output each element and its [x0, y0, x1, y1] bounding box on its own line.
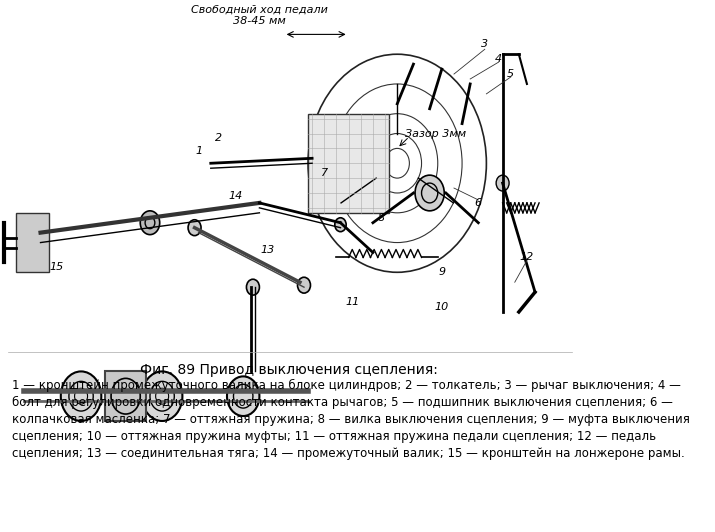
- Text: 6: 6: [475, 198, 482, 208]
- Text: 10: 10: [435, 302, 449, 312]
- Text: 5: 5: [507, 69, 514, 79]
- Circle shape: [496, 175, 509, 191]
- Text: 12: 12: [520, 252, 534, 262]
- Text: 9: 9: [438, 267, 445, 277]
- Text: 3: 3: [481, 39, 488, 49]
- Text: Свободный ход педали
38-45 мм: Свободный ход педали 38-45 мм: [191, 5, 328, 27]
- FancyBboxPatch shape: [105, 371, 146, 421]
- Text: сцепления; 10 — оттяжная пружина муфты; 11 — оттяжная пружина педали сцепления; : сцепления; 10 — оттяжная пружина муфты; …: [12, 430, 656, 443]
- FancyBboxPatch shape: [0, 5, 580, 532]
- Text: 1 — кронштейн промежуточного валика на блоке цилиндров; 2 — толкатель; 3 — рычаг: 1 — кронштейн промежуточного валика на б…: [12, 379, 681, 393]
- Circle shape: [140, 211, 159, 235]
- Text: 13: 13: [260, 245, 275, 255]
- Text: сцепления; 13 — соединительная тяга; 14 — промежуточный валик; 15 — кронштейн на: сцепления; 13 — соединительная тяга; 14 …: [12, 447, 685, 460]
- Circle shape: [61, 371, 102, 421]
- Circle shape: [188, 220, 201, 236]
- Text: 7: 7: [321, 168, 328, 178]
- Text: 1: 1: [195, 146, 202, 156]
- Text: болт для регулировки одновременности контакта рычагов; 5 — подшипник выключения : болт для регулировки одновременности кон…: [12, 396, 673, 409]
- FancyBboxPatch shape: [308, 114, 389, 213]
- Circle shape: [297, 277, 310, 293]
- Text: 11: 11: [345, 297, 360, 307]
- Circle shape: [247, 279, 260, 295]
- Circle shape: [415, 175, 444, 211]
- Circle shape: [335, 218, 346, 231]
- Text: колпачковая масленка; 7 — оттяжная пружина; 8 — вилка выключения сцепления; 9 — : колпачковая масленка; 7 — оттяжная пружи…: [12, 413, 690, 426]
- Text: Зазор 3мм: Зазор 3мм: [405, 129, 466, 138]
- Text: 14: 14: [228, 191, 242, 201]
- FancyBboxPatch shape: [16, 213, 49, 272]
- Text: 8: 8: [378, 213, 385, 223]
- Text: 4: 4: [495, 54, 502, 64]
- Circle shape: [142, 371, 182, 421]
- Text: 15: 15: [49, 262, 64, 272]
- Text: 2: 2: [215, 134, 222, 144]
- Circle shape: [227, 376, 260, 416]
- Text: Фиг. 89 Привод выключения сцепления:: Фиг. 89 Привод выключения сцепления:: [140, 363, 438, 378]
